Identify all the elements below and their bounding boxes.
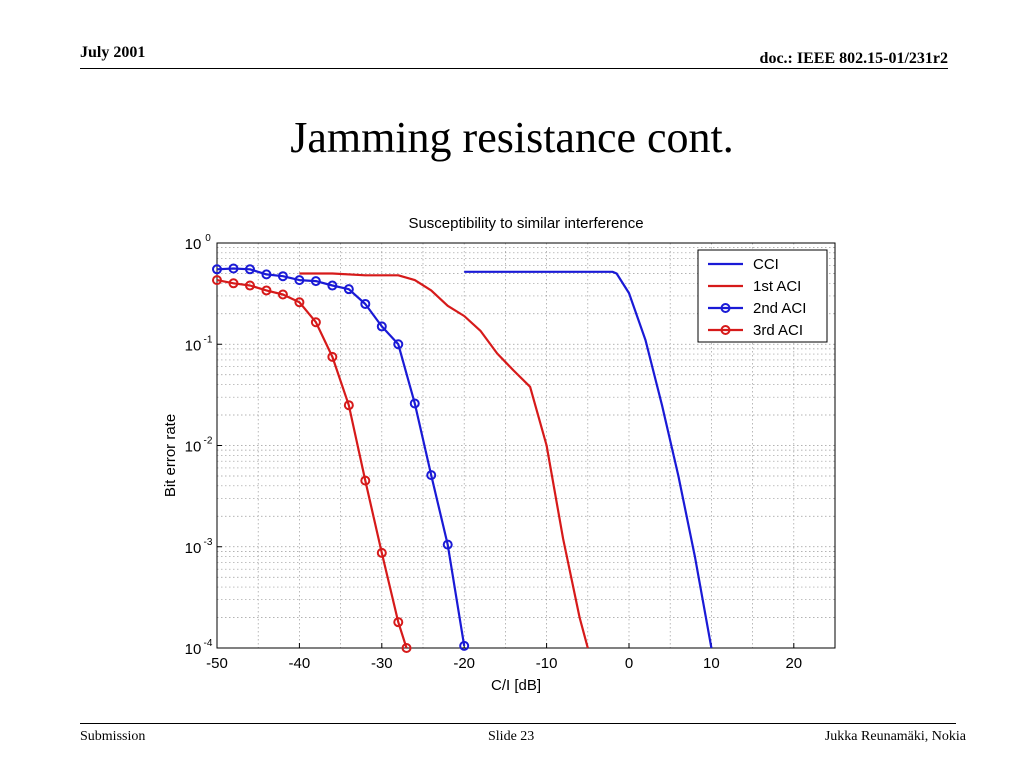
legend-marker [720, 325, 731, 335]
data-point [277, 271, 288, 282]
data-point [327, 280, 338, 291]
data-point [294, 297, 305, 308]
series-line [299, 272, 589, 649]
data-point [459, 640, 470, 651]
y-tick-exponent: -2 [204, 436, 213, 447]
header-divider [80, 68, 948, 69]
data-point [228, 263, 239, 274]
data-point [360, 298, 371, 309]
legend-item: 2nd ACI [708, 300, 806, 317]
legend-label: 2nd ACI [753, 300, 806, 317]
legend-item: CCI [708, 256, 779, 273]
data-point [442, 539, 453, 550]
y-tick-exponent: -1 [204, 334, 213, 345]
header-date: July 2001 [80, 44, 146, 61]
legend-item: 3rd ACI [708, 322, 803, 339]
data-point [409, 398, 420, 409]
series-line [216, 267, 466, 647]
y-tick-label: 10 [185, 641, 202, 658]
legend-box [697, 249, 828, 343]
y-tick-exponent: -4 [204, 638, 213, 649]
y-tick-label: 10 [185, 337, 202, 354]
data-point [310, 317, 321, 328]
y-axis-label: Bit error rate [162, 414, 179, 497]
data-point [244, 264, 255, 275]
footer-author: Jukka Reunamäki, Nokia [824, 729, 966, 744]
data-point [294, 275, 305, 286]
x-tick-label: 20 [785, 655, 802, 672]
series-line [464, 270, 713, 649]
y-tick-label: 10 [185, 540, 202, 557]
x-tick-label: 10 [703, 655, 720, 672]
series-3rd-aci [212, 275, 412, 653]
slide-title: Jamming resistance cont. [290, 113, 734, 162]
series-1st-aci [299, 272, 589, 649]
x-tick-label: -30 [371, 655, 393, 672]
x-tick-label: -50 [206, 655, 228, 672]
legend-label: 3rd ACI [753, 322, 803, 339]
y-tick-exponent: 0 [205, 233, 211, 244]
data-point [376, 321, 387, 332]
grid [216, 243, 836, 649]
data-point [401, 643, 412, 653]
series-cci [464, 270, 713, 649]
data-point [212, 275, 222, 286]
data-point [261, 285, 272, 296]
x-axis-label: C/I [dB] [491, 677, 541, 694]
y-tick-label: 10 [185, 236, 202, 253]
series-line [216, 279, 408, 649]
y-tick-exponent: -3 [204, 537, 213, 548]
data-point [261, 269, 272, 280]
legend: CCI 1st ACI 2nd ACI 3rd ACI [697, 249, 828, 343]
data-point [244, 280, 255, 291]
chart-container: -50 -40 -30 -20 -10 0 10 20 10 0 10 -1 10 -2 10 -3 10 -4 S… [155, 205, 855, 715]
x-tick-label: -10 [536, 655, 558, 672]
data-point [327, 351, 338, 362]
footer-submission: Submission [80, 729, 146, 744]
footer-divider [80, 723, 956, 724]
footer-slide-number: Slide 23 [488, 729, 535, 744]
x-tick-label: 0 [625, 655, 633, 672]
legend-label: CCI [753, 256, 779, 273]
data-point [376, 547, 387, 558]
data-point [393, 617, 404, 628]
chart-title: Susceptibility to similar interference [408, 215, 643, 232]
data-point [426, 470, 437, 481]
data-point [277, 289, 288, 300]
data-point [228, 278, 239, 289]
data-point [343, 284, 354, 295]
legend-label: 1st ACI [753, 278, 801, 295]
data-point [310, 276, 321, 287]
series-2nd-aci [212, 263, 470, 651]
x-tick-label: -40 [289, 655, 311, 672]
y-tick-label: 10 [185, 439, 202, 456]
legend-marker [720, 303, 731, 313]
x-tick-label: -20 [453, 655, 475, 672]
legend-item: 1st ACI [708, 278, 801, 295]
data-point [212, 264, 222, 275]
data-point [393, 339, 404, 350]
header-doc-id: doc.: IEEE 802.15-01/231r2 [759, 50, 948, 67]
data-point [360, 475, 371, 486]
data-point [343, 400, 354, 411]
